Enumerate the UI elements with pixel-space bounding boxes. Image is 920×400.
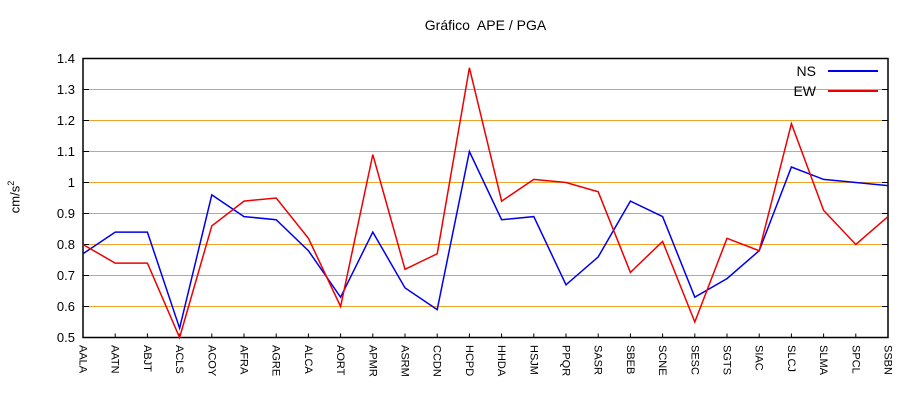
y-tick-label: 1.3 xyxy=(57,82,75,97)
ns-series-line xyxy=(82,149,889,331)
legend-line-sample-ew xyxy=(828,90,878,92)
x-axis-label: APMR xyxy=(366,345,378,377)
y-tick-label: 0.5 xyxy=(57,330,75,345)
legend-label-ew: EW xyxy=(793,83,816,99)
x-axis-label: SLMA xyxy=(817,345,829,376)
x-axis-label: SGTS xyxy=(721,345,733,375)
x-axis-label: HHDA xyxy=(495,345,507,377)
x-axis-label: AGRE xyxy=(270,345,282,376)
x-axis-label: SPCL xyxy=(849,345,861,374)
x-axis-label: AFRA xyxy=(238,345,250,375)
legend-line-sample-ns xyxy=(828,70,878,72)
y-tick-label: 1 xyxy=(68,175,75,190)
x-axis-label: SIAC xyxy=(753,345,765,371)
x-axis-label: ACLS xyxy=(173,345,185,374)
x-axis-label: SLCJ xyxy=(785,345,797,372)
y-tick-label: 0.7 xyxy=(57,268,75,283)
legend-item-ns: NS xyxy=(738,61,878,81)
x-axis-label: ASRM xyxy=(399,345,411,377)
x-axis-label: ALCA xyxy=(302,345,314,374)
x-axis-label: HSJM xyxy=(527,345,539,375)
y-tick-label: 1.2 xyxy=(57,113,75,128)
y-tick-label: 1.1 xyxy=(57,144,75,159)
y-tick-label: 1.4 xyxy=(57,51,75,66)
plot-border xyxy=(82,57,889,339)
x-axis-label: SCNE xyxy=(656,345,668,376)
x-axis-label: AALA xyxy=(77,345,89,374)
x-axis-label: SSBN xyxy=(882,345,894,375)
chart-title: Gráfico APE / PGA xyxy=(424,17,547,33)
x-axis-label: ACOY xyxy=(205,345,217,377)
legend-label-ns: NS xyxy=(796,63,816,79)
x-axis-label: PPQR xyxy=(560,345,572,376)
x-axis-label: ABJT xyxy=(141,345,153,372)
x-axis-label: SASR xyxy=(592,345,604,375)
ew-series-line xyxy=(82,67,889,340)
legend: NS EW xyxy=(738,61,878,101)
x-axis-label: SBEB xyxy=(624,345,636,374)
x-axis-label: HCPD xyxy=(463,345,475,376)
y-tick-label: 0.6 xyxy=(57,299,75,314)
x-axis-label: AATN xyxy=(109,345,121,374)
legend-item-ew: EW xyxy=(738,81,878,101)
x-axis-label: CCDN xyxy=(431,345,443,377)
y-tick-label: 0.8 xyxy=(57,237,75,252)
y-tick-label: 0.9 xyxy=(57,206,75,221)
x-axis-label: SESC xyxy=(688,345,700,375)
x-axis-label: AORT xyxy=(334,345,346,376)
